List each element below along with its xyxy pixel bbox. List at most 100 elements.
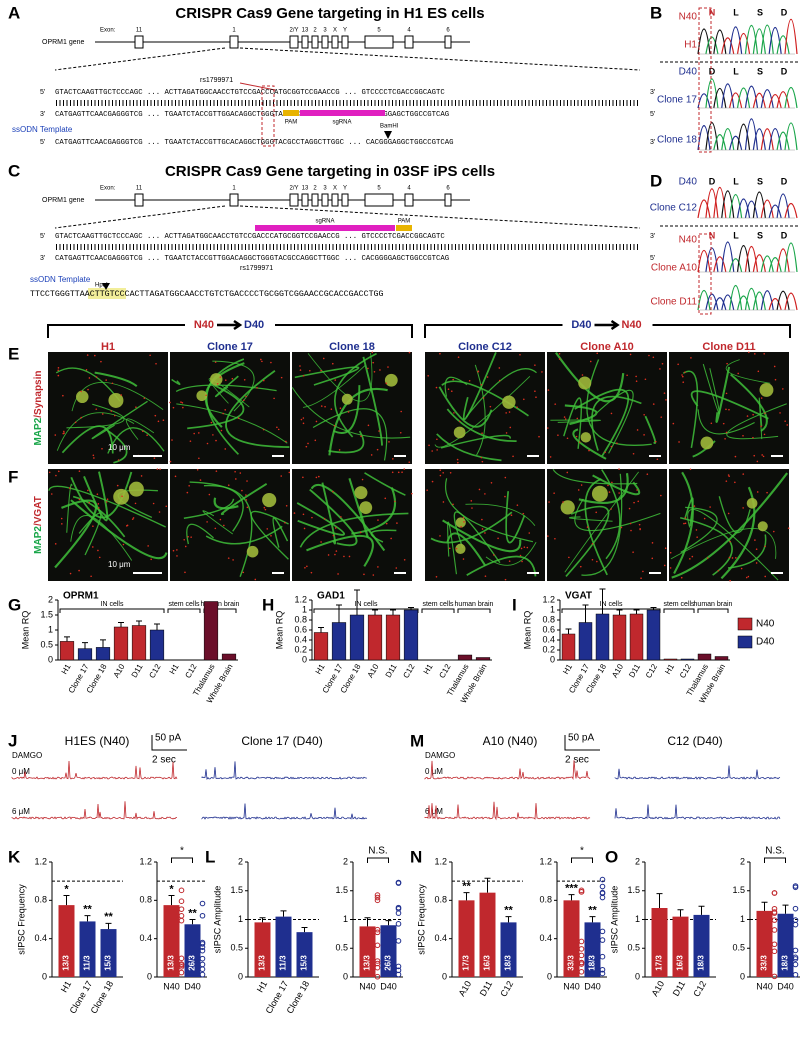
neurite: [94, 371, 138, 388]
y-tick-label: 0: [302, 654, 307, 664]
puncta: [343, 555, 345, 558]
puncta: [745, 576, 748, 579]
micrograph: [547, 468, 667, 581]
chromatogram-peak: [697, 199, 711, 219]
puncta: [742, 435, 744, 437]
group-label: stem cells: [168, 601, 200, 608]
amino-acid: S: [757, 230, 763, 240]
puncta: [689, 468, 692, 471]
puncta: [436, 449, 438, 451]
puncta: [311, 516, 313, 519]
puncta: [385, 382, 388, 385]
puncta: [121, 495, 123, 498]
micrograph: [547, 351, 667, 464]
stain-green: MAP2: [33, 526, 44, 554]
label: 5': [650, 255, 655, 262]
neurite: [485, 541, 537, 566]
puncta: [682, 381, 685, 384]
bar: [221, 653, 237, 661]
error-bar: [463, 892, 470, 901]
exon-label: 6: [446, 186, 450, 192]
puncta: [677, 363, 679, 366]
puncta: [184, 545, 187, 548]
cell-dot: [792, 947, 799, 954]
puncta: [504, 476, 507, 479]
cell-dot: [178, 955, 185, 962]
chromatogram-peak: [768, 298, 782, 311]
chromatogram-peak: [752, 128, 766, 151]
y-axis-label: sIPSC Amplitude: [212, 886, 222, 954]
x-tick-label: C12: [401, 662, 416, 680]
puncta: [131, 518, 134, 520]
cell-dot: [374, 929, 381, 936]
n-label: 16/3: [483, 955, 492, 971]
header-arrow: [594, 319, 620, 331]
label: 5': [40, 233, 45, 240]
puncta: [589, 360, 592, 363]
puncta: [635, 375, 637, 378]
puncta: [87, 388, 89, 391]
puncta: [224, 448, 227, 450]
exon: [321, 193, 329, 207]
puncta: [760, 397, 763, 399]
puncta: [146, 434, 148, 437]
puncta: [246, 480, 248, 482]
n-label: 33/3: [567, 955, 576, 971]
exon-label: X: [333, 28, 337, 34]
significance: **: [104, 911, 113, 923]
error-bar: [118, 622, 124, 627]
puncta: [665, 399, 667, 401]
puncta: [729, 540, 731, 543]
puncta: [367, 424, 370, 427]
x-tick-label: D11: [384, 662, 399, 679]
puncta: [324, 405, 326, 408]
error-bar: [63, 895, 70, 906]
puncta: [478, 488, 481, 491]
puncta: [607, 484, 609, 487]
group-bracket: [167, 608, 201, 613]
neurite: [307, 352, 373, 402]
puncta: [143, 397, 146, 399]
puncta: [299, 369, 302, 371]
puncta: [643, 413, 645, 416]
puncta: [566, 471, 569, 474]
y-tick-label: 0.8: [139, 895, 152, 905]
y-tick-label: 0.4: [542, 634, 555, 644]
puncta: [463, 521, 465, 523]
puncta: [727, 474, 730, 476]
bar: [403, 609, 419, 661]
chromatogram-peak: [713, 87, 727, 109]
bar: [714, 656, 729, 661]
legend-label: N40: [756, 619, 775, 630]
cell-dot: [578, 961, 585, 967]
puncta: [320, 405, 323, 407]
puncta: [378, 430, 380, 432]
cell-dot: [178, 917, 185, 924]
bar: [595, 613, 610, 661]
puncta: [169, 401, 171, 404]
puncta: [303, 527, 306, 530]
puncta: [740, 567, 743, 570]
puncta: [696, 536, 698, 538]
puncta: [80, 416, 82, 419]
puncta: [212, 434, 214, 436]
x-tick-label: D40: [584, 981, 601, 991]
puncta: [763, 433, 766, 436]
puncta: [734, 455, 737, 458]
bar: [479, 892, 496, 977]
puncta: [224, 409, 227, 411]
significance: *: [180, 846, 184, 857]
puncta: [548, 501, 550, 503]
micrograph: [169, 352, 290, 464]
panel-letter: O: [605, 847, 618, 866]
puncta: [106, 498, 109, 501]
puncta: [101, 413, 104, 415]
puncta: [604, 451, 606, 454]
chromatogram-peak: [736, 87, 751, 109]
puncta: [683, 522, 685, 525]
error-bar: [372, 609, 378, 615]
label: 6 μM: [12, 807, 30, 816]
puncta: [176, 549, 178, 551]
puncta: [516, 504, 519, 506]
soma: [341, 393, 353, 405]
